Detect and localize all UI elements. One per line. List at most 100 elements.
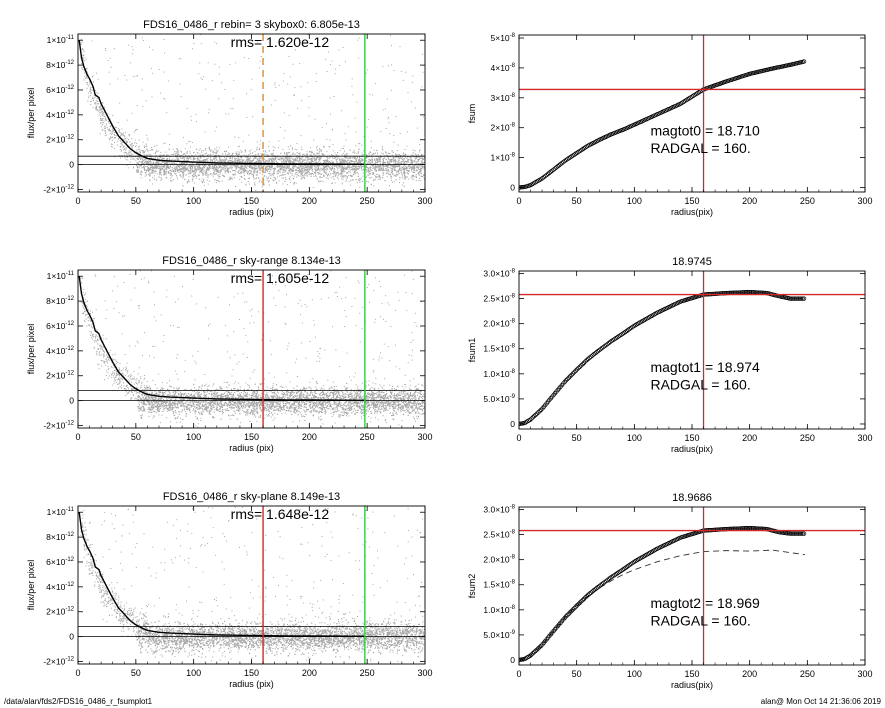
y-tick-label: 2×10-8: [491, 123, 516, 133]
y-tick-label: 1.5×10-8: [483, 344, 515, 354]
x-tick-label: 150: [244, 432, 259, 442]
x-tick-label: 250: [360, 196, 375, 206]
x-tick-label: 50: [131, 432, 141, 442]
x-axis-label: radius(pix): [671, 680, 713, 690]
rms-annotation: rms= 1.605e-12: [231, 270, 330, 286]
y-tick-label: 0: [510, 419, 515, 429]
y-tick-label: 0: [510, 655, 515, 665]
x-tick-label: 50: [131, 196, 141, 206]
x-tick-label: 0: [516, 196, 521, 206]
y-tick-label: 6×10-12: [46, 557, 74, 567]
x-tick-label: 250: [800, 433, 815, 443]
x-tick-label: 0: [516, 669, 521, 679]
y-axis-label: fsum: [467, 104, 477, 124]
y-tick-label: 5.0×10-9: [483, 394, 515, 404]
y-tick-label: 2×10-12: [46, 135, 74, 145]
y-tick-label: 2.0×10-8: [483, 555, 515, 565]
x-tick-label: 150: [684, 669, 699, 679]
panel-right3: 0 50 100 150 200 250 300 0 5.0×10-9 1.0×10-8 1.5×1…: [467, 492, 873, 690]
y-tick-label: 1×10-11: [47, 507, 75, 517]
x-tick-label: 250: [800, 196, 815, 206]
x-axis-label: radius (pix): [229, 679, 274, 689]
profile-line: [78, 276, 365, 401]
x-tick-label: 100: [186, 196, 201, 206]
y-tick-label: 8×10-12: [46, 532, 74, 542]
x-tick-label: 150: [684, 433, 699, 443]
x-tick-label: 0: [516, 433, 521, 443]
chart-title: 18.9686: [672, 492, 712, 504]
x-axis-label: radius(pix): [671, 444, 713, 454]
x-tick-label: 300: [857, 433, 872, 443]
x-tick-label: 0: [75, 668, 80, 678]
x-tick-label: 100: [627, 433, 642, 443]
x-tick-label: 100: [627, 196, 642, 206]
y-tick-label: 2.0×10-8: [483, 319, 515, 329]
x-tick-label: 200: [742, 433, 757, 443]
plot-area: [78, 270, 425, 428]
rms-annotation: rms= 1.648e-12: [231, 506, 330, 522]
curve-markers: [519, 525, 807, 663]
x-axis-label: radius (pix): [229, 207, 274, 217]
footer-path: /data/alan/fds2/FDS16_0486_r_fsumplot1: [4, 697, 153, 706]
y-tick-label: 1.0×10-8: [483, 605, 515, 615]
rms-annotation: rms= 1.620e-12: [231, 34, 330, 50]
x-tick-label: 0: [75, 196, 80, 206]
plot-area: [78, 506, 425, 664]
y-tick-label: 0: [69, 396, 74, 406]
y-tick-label: 1×10-11: [47, 35, 75, 45]
y-tick-label: 6×10-12: [46, 85, 74, 95]
panel-right1: 0 50 100 150 200 250 300 0 1×10-8 2×10-8 3×10-8 4×1…: [467, 33, 873, 217]
y-tick-label: -2×10-12: [43, 421, 74, 431]
y-tick-label: 4×10-12: [46, 346, 74, 356]
x-tick-label: 150: [244, 668, 259, 678]
radgal-annotation: RADGAL = 160.: [650, 377, 750, 393]
y-axis-label: flux/per pixel: [26, 324, 36, 375]
y-tick-label: 5×10-8: [491, 33, 516, 43]
panel-left1: 0 50 100 150 200 250 300-2×10-1202×10-124×10-1…: [26, 19, 433, 217]
x-axis-label: radius(pix): [671, 207, 713, 217]
y-tick-label: 4×10-8: [491, 63, 516, 73]
panel-right2: 0 50 100 150 200 250 300 0 5.0×10-9 1.0×10-8 1.5×1…: [467, 256, 873, 454]
x-tick-label: 100: [627, 669, 642, 679]
y-axis-label: flux/per pixel: [26, 88, 36, 139]
y-axis-label: flux/per pixel: [26, 560, 36, 611]
x-tick-label: 250: [360, 668, 375, 678]
x-axis-label: radius (pix): [229, 443, 274, 453]
x-tick-label: 200: [742, 196, 757, 206]
magtot-annotation: magtot0 = 18.710: [650, 122, 760, 138]
curve-markers: [519, 289, 807, 427]
y-tick-label: 8×10-12: [46, 296, 74, 306]
chart-title: 18.9745: [672, 256, 712, 268]
y-tick-label: 2.5×10-8: [483, 530, 515, 540]
x-tick-label: 50: [572, 196, 582, 206]
y-tick-label: -2×10-12: [43, 657, 74, 667]
y-tick-label: 0: [69, 632, 74, 642]
x-tick-label: 300: [417, 432, 432, 442]
x-tick-label: 150: [684, 196, 699, 206]
x-tick-label: 50: [131, 668, 141, 678]
y-tick-label: 3×10-8: [491, 93, 516, 103]
y-tick-label: 6×10-12: [46, 321, 74, 331]
x-tick-label: 300: [417, 668, 432, 678]
plot-area: [78, 34, 425, 192]
profile-line: [78, 512, 365, 637]
y-tick-label: 3.0×10-8: [483, 269, 515, 279]
chart-title: FDS16_0486_r sky-range 8.134e-13: [162, 255, 341, 267]
x-tick-label: 200: [302, 196, 317, 206]
plot-frame: [518, 34, 866, 193]
profile-line: [78, 40, 365, 165]
y-tick-label: 1×10-8: [491, 153, 516, 163]
x-tick-label: 200: [742, 669, 757, 679]
x-tick-label: 200: [302, 668, 317, 678]
plot-area: [519, 507, 865, 665]
x-tick-label: 50: [572, 669, 582, 679]
chart-title: FDS16_0486_r sky-plane 8.149e-13: [163, 491, 340, 503]
y-tick-label: 0: [510, 183, 515, 193]
panel-left2: 0 50 100 150 200 250 300-2×10-1202×10-124×10-1…: [26, 255, 433, 453]
y-tick-label: -2×10-12: [43, 185, 74, 195]
x-tick-label: 250: [360, 432, 375, 442]
x-tick-label: 300: [857, 196, 872, 206]
curve-markers: [519, 59, 807, 190]
x-tick-label: 300: [417, 196, 432, 206]
